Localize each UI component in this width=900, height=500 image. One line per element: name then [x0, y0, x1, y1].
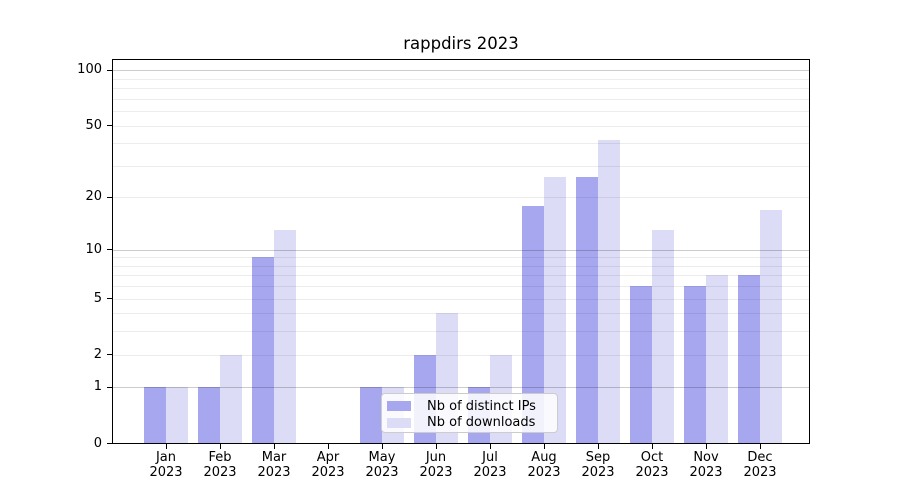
x-axis-label-aug: Aug 2023	[527, 450, 561, 480]
chart-title: rappdirs 2023	[403, 34, 519, 53]
x-axis-tick-jun	[435, 444, 437, 449]
bar-downloads-sep	[598, 139, 620, 444]
y-axis-label-1: 1	[93, 379, 102, 395]
x-axis-tick-apr	[327, 444, 329, 449]
bar-ips-oct	[630, 286, 652, 444]
legend-item-downloads: Nb of downloads	[387, 415, 551, 432]
legend-item-distinct-ips: Nb of distinct IPs	[387, 398, 551, 415]
x-axis-label-feb: Feb 2023	[203, 450, 237, 480]
y-axis-label-50: 50	[85, 117, 102, 133]
legend-label-distinct-ips: Nb of distinct IPs	[427, 398, 536, 414]
bar-ips-may	[360, 387, 382, 444]
x-axis-label-may: May 2023	[365, 450, 399, 480]
x-axis-label-jun: Jun 2023	[419, 450, 453, 480]
x-axis-label-sep: Sep 2023	[581, 450, 615, 480]
bar-downloads-nov	[706, 275, 728, 444]
x-axis-tick-may	[381, 444, 383, 449]
x-axis-tick-feb	[219, 444, 221, 449]
bar-downloads-feb	[220, 354, 242, 444]
y-axis-label-20: 20	[85, 189, 102, 205]
bar-downloads-aug	[544, 177, 566, 444]
legend: Nb of distinct IPs Nb of downloads	[381, 393, 558, 433]
x-axis-label-jan: Jan 2023	[149, 450, 183, 480]
bar-downloads-dec	[760, 209, 782, 444]
bar-ips-dec	[738, 275, 760, 444]
y-axis-label-0: 0	[93, 435, 102, 451]
y-axis-tick-50	[107, 125, 112, 127]
y-axis-tick-2	[107, 354, 112, 356]
y-axis-label-5: 5	[93, 290, 102, 306]
x-axis-tick-aug	[543, 444, 545, 449]
y-axis-tick-5	[107, 298, 112, 300]
y-axis-tick-10	[107, 249, 112, 251]
y-axis-tick-0	[107, 443, 112, 445]
y-axis-tick-100	[107, 69, 112, 72]
bar-ips-feb	[198, 387, 220, 444]
y-axis-label-2: 2	[93, 346, 102, 362]
bar-downloads-oct	[652, 230, 674, 444]
y-axis-tick-1	[107, 386, 112, 389]
x-axis-label-apr: Apr 2023	[311, 450, 345, 480]
x-axis-tick-jan	[165, 444, 167, 449]
y-axis-label-10: 10	[85, 241, 102, 257]
bar-downloads-mar	[274, 230, 296, 444]
bar-ips-jan	[144, 387, 166, 444]
y-axis-label-100: 100	[77, 62, 102, 78]
bar-ips-mar	[252, 257, 274, 444]
x-axis-label-mar: Mar 2023	[257, 450, 291, 480]
y-axis-tick-20	[107, 196, 112, 199]
legend-swatch-distinct-ips	[387, 401, 411, 412]
x-axis-label-jul: Jul 2023	[473, 450, 507, 480]
bar-downloads-jan	[166, 387, 188, 444]
x-axis-tick-sep	[597, 444, 599, 449]
x-axis-tick-nov	[705, 444, 707, 449]
bar-ips-aug	[522, 205, 544, 444]
legend-swatch-downloads	[387, 417, 411, 428]
x-axis-tick-oct	[651, 444, 653, 449]
bar-ips-sep	[576, 177, 598, 444]
bar-ips-nov	[684, 286, 706, 444]
legend-label-downloads: Nb of downloads	[427, 415, 536, 431]
x-axis-tick-jul	[489, 444, 491, 449]
x-axis-label-oct: Oct 2023	[635, 450, 669, 480]
x-axis-label-nov: Nov 2023	[689, 450, 723, 480]
x-axis-tick-mar	[273, 444, 275, 449]
x-axis-label-dec: Dec 2023	[743, 450, 777, 480]
x-axis-tick-dec	[759, 444, 761, 449]
